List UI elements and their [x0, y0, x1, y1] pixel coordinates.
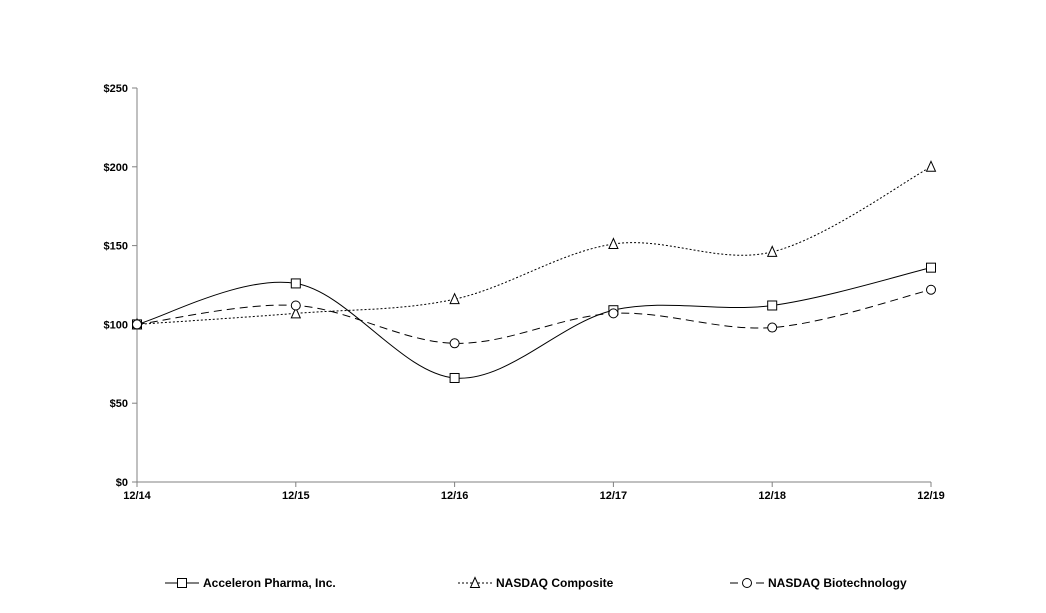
- series-1-point: [926, 262, 936, 273]
- series-3-point: [926, 284, 936, 295]
- series-2-point: [925, 160, 937, 172]
- series-1-point: [767, 300, 778, 311]
- legend-label-3: NASDAQ Biotechnology: [768, 576, 907, 590]
- series-2-point: [290, 306, 302, 319]
- series-lines: [136, 166, 932, 379]
- series-markers: [131, 160, 937, 383]
- legend-marker-1: [177, 578, 187, 588]
- series-1-point: [290, 278, 301, 289]
- legend-marker-3: [742, 578, 752, 588]
- y-tick-label: $150: [104, 241, 128, 253]
- series-2-point: [608, 237, 619, 250]
- legend-marker-2: [469, 576, 481, 588]
- y-tick-label: $50: [110, 398, 128, 410]
- x-tick-label: 12/15: [282, 490, 310, 502]
- axes: $0 $50 $100 $150 $200 $250 12/14 12/15 12/16 12/1…: [104, 83, 945, 502]
- series-line-3: [136, 289, 932, 344]
- series-line-2: [136, 166, 932, 325]
- legend-label-2: NASDAQ Composite: [496, 576, 614, 590]
- y-tick-label: $0: [116, 477, 128, 489]
- series-1-point: [449, 372, 460, 383]
- x-tick-label: 12/17: [600, 490, 628, 502]
- legend: Acceleron Pharma, Inc. NASDAQ Composite NA…: [165, 576, 907, 590]
- series-3-point: [608, 308, 619, 319]
- y-tick-label: $250: [104, 83, 128, 95]
- series-2-point: [449, 292, 460, 305]
- y-tick-label: $100: [104, 319, 128, 331]
- series-3-point: [449, 338, 460, 349]
- x-tick-label: 12/19: [917, 490, 945, 502]
- series-3-point: [290, 300, 301, 311]
- legend-label-1: Acceleron Pharma, Inc.: [203, 576, 336, 590]
- series-2-point: [766, 245, 778, 257]
- x-tick-label: 12/14: [123, 490, 151, 502]
- series-3-point: [132, 319, 142, 330]
- series-3-point: [767, 322, 778, 333]
- x-tick-label: 12/16: [441, 490, 469, 502]
- series-line-1: [136, 267, 932, 379]
- x-tick-label: 12/18: [758, 490, 786, 502]
- y-tick-label: $200: [104, 162, 128, 174]
